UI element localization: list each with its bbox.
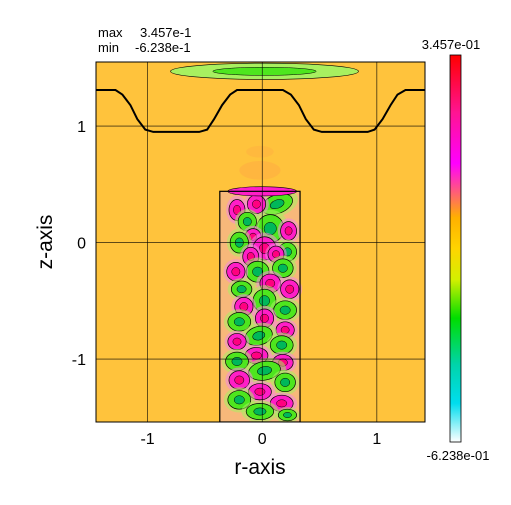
y-tick-label: 1 [77,119,86,136]
field-blob-core [254,387,266,396]
x-axis-title: r-axis [234,456,285,479]
field-blob-core [252,331,266,341]
max-value: 3.457e-1 [140,25,191,40]
field-blob-core [233,395,245,405]
field-blob-core [283,412,292,418]
min-value: -6.238e-1 [135,40,191,55]
field-blob-core [232,337,242,346]
field-blob-core [242,217,252,227]
x-tick-label: 1 [372,431,381,448]
field-blob-core [251,351,262,360]
y-axis-title: z-axis [34,215,57,270]
field-blob-core [280,326,290,334]
grid-lines [96,62,425,422]
field-blob-core [276,399,288,408]
field-blob-core [257,366,272,376]
surface-curve [96,89,425,133]
rectangle-boundary [219,190,301,422]
y-tick-label: -1 [72,352,86,369]
field-blob-core [279,305,291,315]
field-blob-core [285,284,295,294]
field-halo [239,161,281,180]
field-blob-core [233,317,245,327]
field-blob-core [269,199,285,210]
field-blob-core [236,285,247,294]
field-blob-core [260,313,269,323]
field-blob-core [252,266,264,277]
field-blob-core [234,375,245,385]
field-blob-core [276,340,288,350]
field-blob-core [284,226,293,236]
field-blob-core [259,295,270,307]
field-blob-core [253,407,267,416]
field-blob-core [252,199,261,209]
axis-ticks: -1 0 1 -1 0 1 [72,119,382,448]
y-tick-label: 0 [77,236,86,253]
colorbar-max-label: 3.457e-01 [422,37,481,52]
field-halo [246,145,274,158]
x-tick-label: -1 [140,431,154,448]
colorbar-min-label: -6.238e-01 [427,448,490,463]
field-blob-core [277,263,288,273]
x-tick-label: 0 [258,431,267,448]
colorbar [449,54,462,443]
field-blob-core [231,267,241,277]
field-blob-core [231,356,243,366]
top-field-band [212,66,317,76]
min-label: min [98,40,119,55]
max-label: max [98,25,123,40]
plot-area [96,62,425,422]
plot-frame [95,61,426,423]
field-blob-core [280,377,291,387]
